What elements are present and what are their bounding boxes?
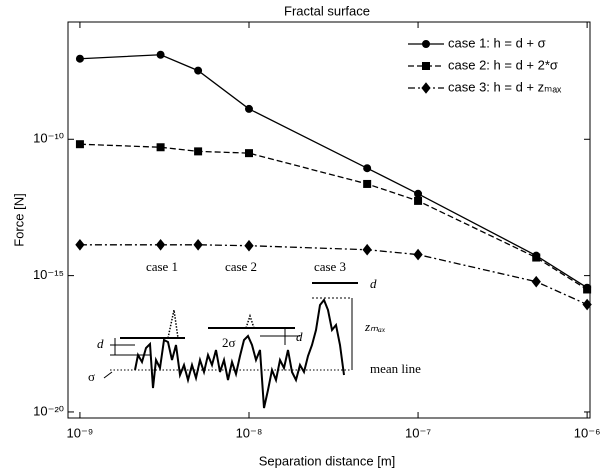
point [194, 66, 203, 75]
x-tick-label: 10⁻⁶ [574, 425, 601, 440]
annotation: d [97, 336, 104, 351]
annotation: case 2 [225, 259, 257, 274]
annotation: case 3 [314, 259, 346, 274]
y-tick-label: 10⁻¹⁰ [33, 131, 64, 146]
point [155, 238, 166, 251]
point [193, 238, 203, 251]
legend: case 1: h = d + σ case 2: h = d + 2*σ case… [408, 35, 562, 94]
point [582, 298, 592, 311]
point [414, 189, 423, 198]
series-line [79, 244, 588, 306]
surface-sketch [103, 282, 358, 409]
legend-label: case 2: h = d + 2*σ [448, 57, 558, 72]
x-tick-label: 10⁻⁷ [405, 425, 431, 440]
point [531, 275, 541, 288]
legend-marker [421, 82, 431, 94]
y-tick-label: 10⁻²⁰ [33, 403, 64, 418]
point [583, 285, 592, 294]
point [244, 239, 254, 252]
point [75, 238, 85, 251]
y-tick-label: 10⁻¹⁵ [33, 267, 64, 282]
annotation: d [296, 329, 303, 344]
point [413, 248, 423, 261]
series-line [79, 143, 588, 291]
chart-title: Fractal surface [284, 3, 370, 18]
legend-marker [422, 40, 430, 48]
point [75, 54, 84, 63]
series-line [79, 54, 588, 289]
legend-label: case 1: h = d + σ [448, 35, 546, 50]
point [363, 164, 372, 173]
point [244, 104, 253, 113]
annotation: 2σ [222, 335, 236, 350]
point [194, 147, 203, 156]
legend-marker [422, 62, 430, 70]
annotation: σ [88, 369, 95, 384]
plot-frame [67, 21, 591, 419]
point [75, 140, 84, 149]
annotation: case 1 [146, 259, 178, 274]
point [532, 253, 541, 262]
x-tick-label: 10⁻⁸ [236, 425, 263, 440]
legend-label: case 3: h = d + zₘₐₓ [448, 79, 562, 94]
annotation: zₘₐₓ [364, 319, 386, 334]
point [362, 243, 372, 256]
x-axis-label: Separation distance [m] [259, 453, 396, 468]
point [156, 50, 165, 59]
y-axis-label: Force [N] [11, 193, 26, 246]
point [156, 143, 165, 152]
point [244, 149, 253, 158]
point [414, 196, 423, 205]
point [363, 179, 372, 188]
annotation: d [370, 276, 377, 291]
x-tick-label: 10⁻⁹ [66, 425, 93, 440]
annotation: mean line [370, 361, 421, 376]
